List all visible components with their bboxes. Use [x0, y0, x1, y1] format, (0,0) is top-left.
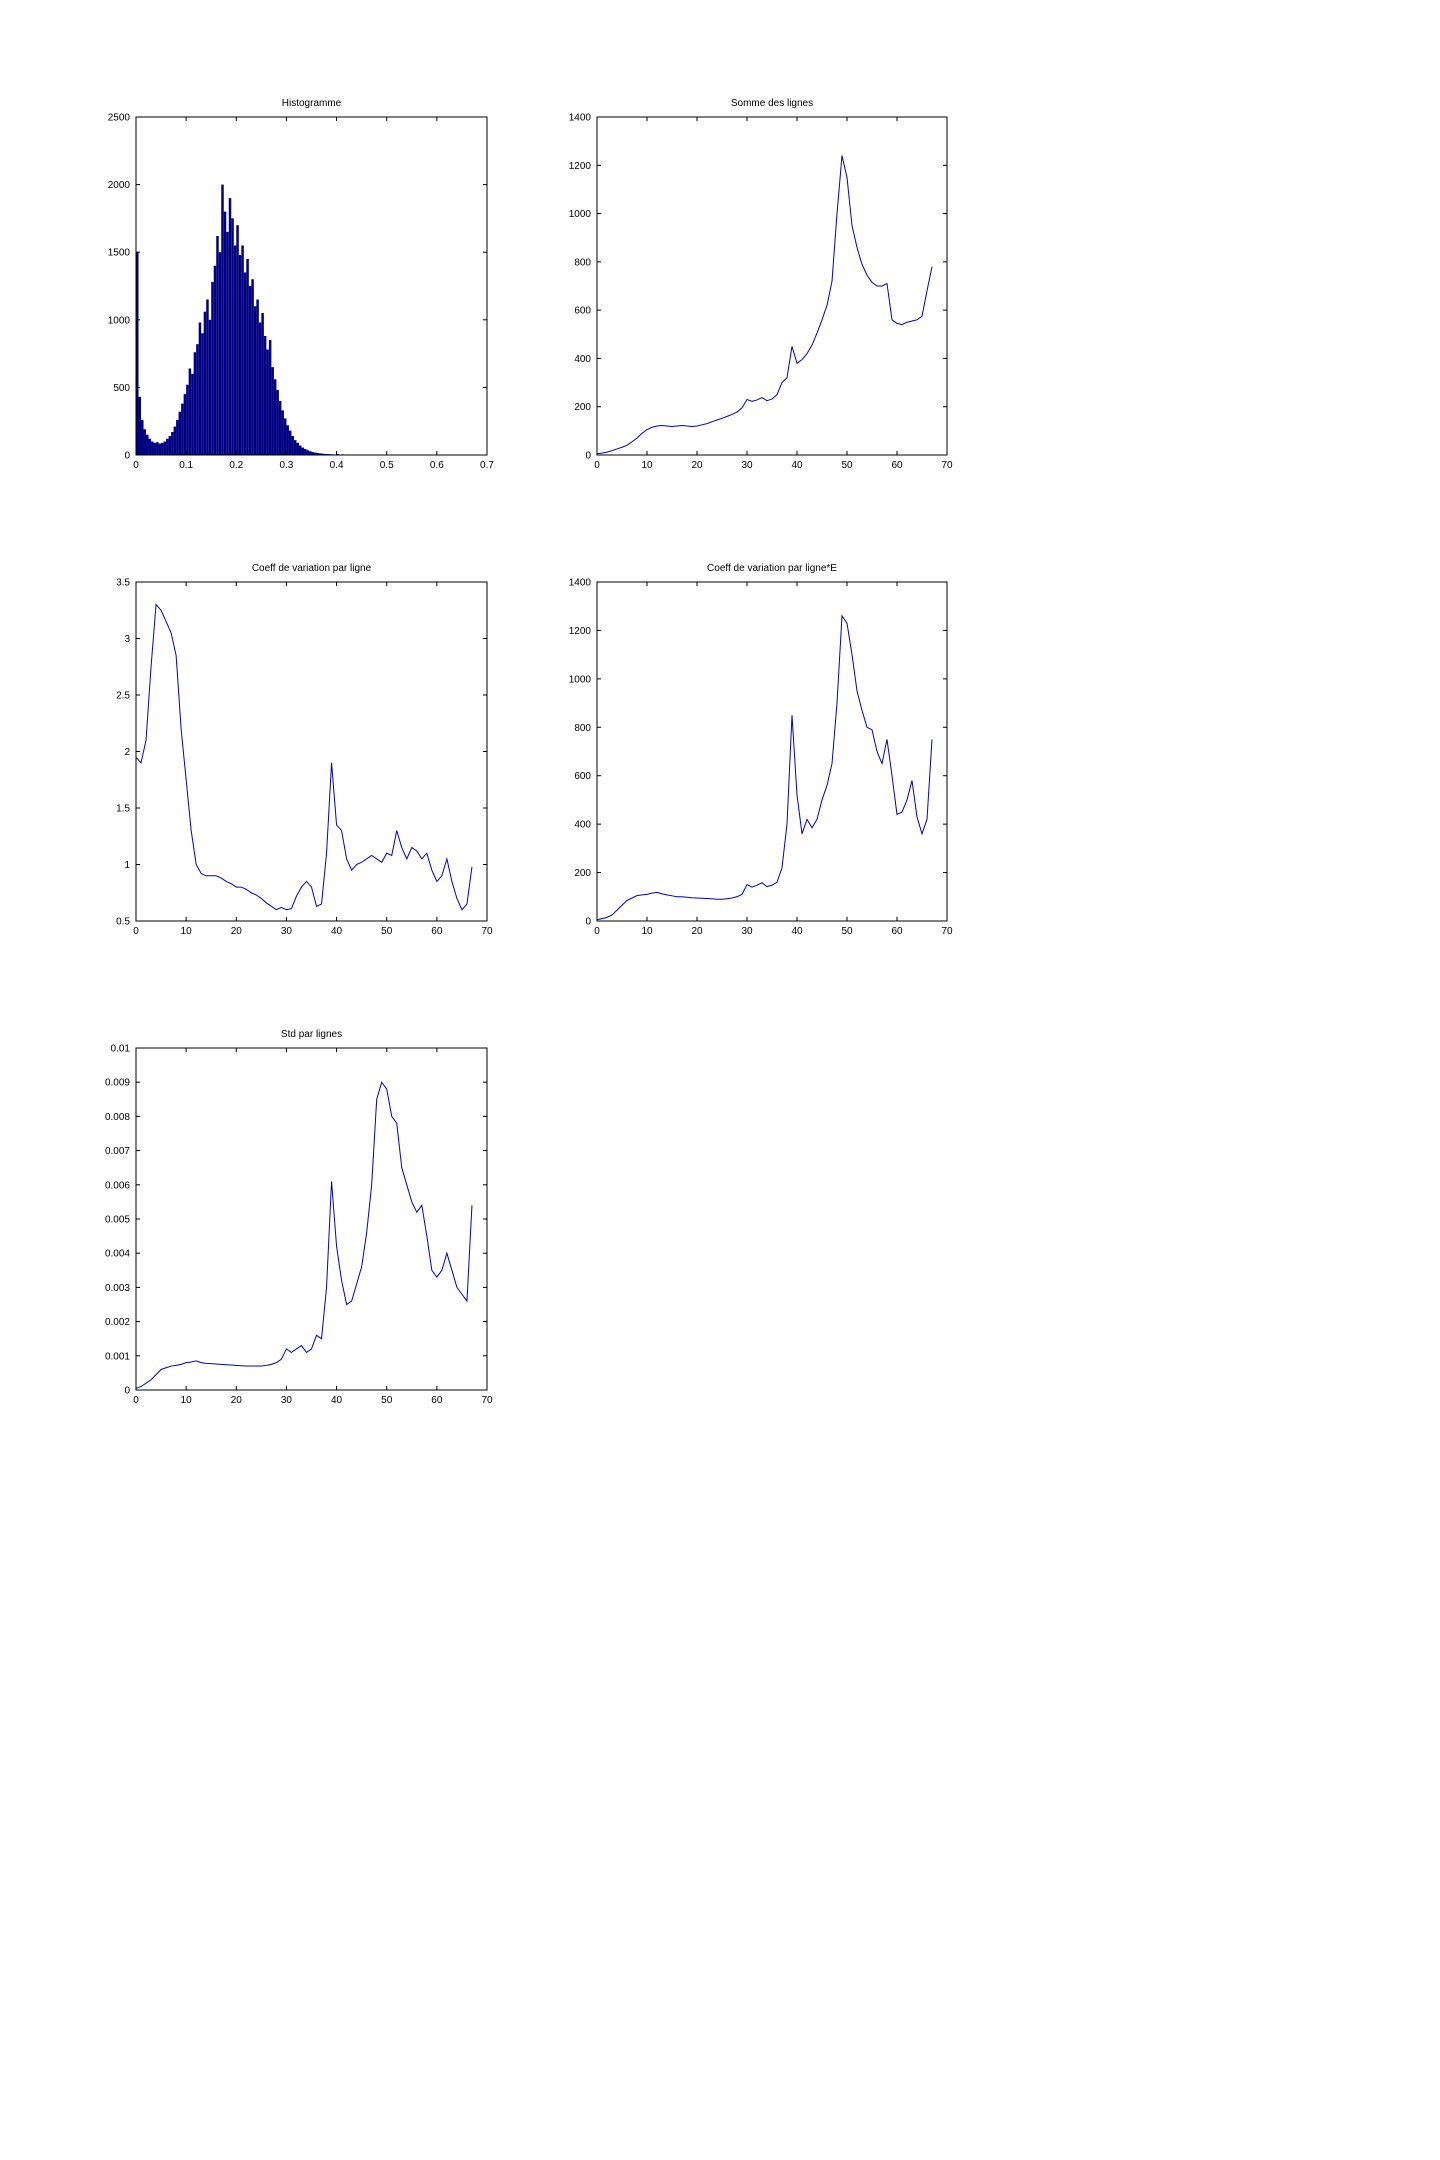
svg-text:10: 10: [641, 460, 653, 471]
coeff-variation-plot: 0 10 20 30 40 50 60 70 0.5 1 1.5 2 2.5 3 3.5: [116, 578, 493, 938]
svg-text:0: 0: [133, 460, 139, 471]
svg-text:800: 800: [574, 257, 591, 268]
subplot-histogramme: Histogramme 0 0.1 0.2 0.3 0.4 0.5 0.6 0.7 0 500 10…: [76, 92, 507, 480]
svg-text:60: 60: [431, 926, 443, 937]
svg-text:0: 0: [594, 460, 600, 471]
chart-title-coeff-variation-e: Coeff de variation par ligne*E: [707, 563, 837, 574]
svg-text:0.5: 0.5: [116, 917, 130, 928]
svg-text:0.002: 0.002: [105, 1317, 130, 1328]
svg-text:200: 200: [574, 868, 591, 879]
svg-text:1000: 1000: [108, 315, 131, 326]
svg-text:0.2: 0.2: [229, 460, 243, 471]
svg-text:70: 70: [941, 926, 953, 937]
svg-text:0.6: 0.6: [430, 460, 444, 471]
svg-text:1200: 1200: [569, 626, 592, 637]
chart-title-std-par-lignes: Std par lignes: [280, 1029, 343, 1040]
svg-text:0.7: 0.7: [480, 460, 494, 471]
svg-text:800: 800: [574, 723, 591, 734]
svg-text:0.008: 0.008: [105, 1112, 130, 1123]
chart-title-somme-des-lignes: Somme des lignes: [730, 98, 814, 109]
svg-text:0.01: 0.01: [111, 1044, 131, 1055]
svg-text:40: 40: [331, 1395, 343, 1406]
subplot-somme-des-lignes: Somme des lignes 0 10 20 30 40 50 60 70 0 200 400 6…: [537, 92, 967, 480]
svg-text:0: 0: [124, 1386, 130, 1397]
chart-title-histogramme: Histogramme: [281, 98, 342, 109]
svg-text:0: 0: [133, 926, 139, 937]
svg-text:0: 0: [133, 1395, 139, 1406]
svg-text:60: 60: [431, 1395, 443, 1406]
svg-text:50: 50: [381, 926, 393, 937]
svg-text:1000: 1000: [569, 209, 592, 220]
svg-text:60: 60: [891, 926, 903, 937]
svg-text:40: 40: [331, 926, 343, 937]
svg-text:600: 600: [574, 771, 591, 782]
coeff-variation-e-plot: 0 10 20 30 40 50 60 70 0 200 400 600 800 1000 1200 1400: [569, 578, 953, 938]
svg-text:1: 1: [124, 860, 130, 871]
svg-text:0.001: 0.001: [105, 1351, 130, 1362]
svg-text:20: 20: [231, 1395, 243, 1406]
svg-text:0.004: 0.004: [105, 1249, 130, 1260]
svg-text:0.009: 0.009: [105, 1078, 130, 1089]
svg-text:3: 3: [124, 634, 130, 645]
histogramme-plot: 0 0.1 0.2 0.3 0.4 0.5 0.6 0.7 0 500 1000 1500 2000 25…: [108, 113, 495, 472]
svg-text:0.003: 0.003: [105, 1283, 130, 1294]
svg-text:1200: 1200: [569, 161, 592, 172]
svg-text:2.5: 2.5: [116, 691, 130, 702]
svg-text:10: 10: [181, 1395, 193, 1406]
svg-text:70: 70: [481, 926, 493, 937]
svg-text:0.005: 0.005: [105, 1215, 130, 1226]
svg-text:2000: 2000: [108, 180, 131, 191]
svg-text:600: 600: [574, 306, 591, 317]
svg-text:20: 20: [691, 460, 703, 471]
svg-text:0.3: 0.3: [279, 460, 293, 471]
svg-text:20: 20: [691, 926, 703, 937]
svg-text:50: 50: [381, 1395, 393, 1406]
svg-text:500: 500: [113, 383, 130, 394]
svg-text:10: 10: [181, 926, 193, 937]
svg-text:70: 70: [481, 1395, 493, 1406]
svg-text:0.007: 0.007: [105, 1146, 130, 1157]
svg-text:0: 0: [124, 451, 130, 462]
svg-text:2: 2: [124, 747, 130, 758]
svg-text:400: 400: [574, 820, 591, 831]
std-par-lignes-plot: 0 10 20 30 40 50 60 70 0 0.001 0.002 0.003 0.004 0.00…: [105, 1044, 493, 1407]
svg-text:30: 30: [281, 926, 293, 937]
subplot-coeff-variation-e: Coeff de variation par ligne*E 0 10 20 30 40…: [537, 557, 967, 946]
chart-title-coeff-variation: Coeff de variation par ligne: [251, 563, 372, 574]
svg-text:200: 200: [574, 402, 591, 413]
svg-text:1.5: 1.5: [116, 804, 130, 815]
svg-text:0: 0: [594, 926, 600, 937]
svg-text:0: 0: [585, 917, 591, 928]
svg-text:400: 400: [574, 354, 591, 365]
svg-text:0: 0: [585, 451, 591, 462]
svg-text:50: 50: [841, 460, 853, 471]
svg-text:3.5: 3.5: [116, 578, 130, 589]
svg-text:30: 30: [741, 460, 753, 471]
somme-des-lignes-plot: 0 10 20 30 40 50 60 70 0 200 400 600 800 1000 1200 1400: [569, 113, 953, 472]
svg-text:40: 40: [791, 460, 803, 471]
subplot-std-par-lignes: Std par lignes 0 10 20 30 40 50 60 70 0 0.001 0.00…: [76, 1023, 507, 1415]
svg-text:60: 60: [891, 460, 903, 471]
svg-text:40: 40: [791, 926, 803, 937]
svg-text:1000: 1000: [569, 674, 592, 685]
svg-text:50: 50: [841, 926, 853, 937]
svg-text:0.006: 0.006: [105, 1180, 130, 1191]
svg-text:10: 10: [641, 926, 653, 937]
svg-text:0.5: 0.5: [380, 460, 394, 471]
svg-text:1400: 1400: [569, 113, 592, 124]
svg-text:1500: 1500: [108, 248, 131, 259]
svg-text:0.1: 0.1: [179, 460, 193, 471]
svg-text:30: 30: [741, 926, 753, 937]
svg-text:20: 20: [231, 926, 243, 937]
svg-text:30: 30: [281, 1395, 293, 1406]
svg-text:1400: 1400: [569, 578, 592, 589]
svg-text:2500: 2500: [108, 113, 131, 124]
svg-text:70: 70: [941, 460, 953, 471]
svg-text:0.4: 0.4: [330, 460, 344, 471]
subplot-coeff-variation: Coeff de variation par ligne 0 10 20 30 40 50…: [76, 557, 507, 946]
